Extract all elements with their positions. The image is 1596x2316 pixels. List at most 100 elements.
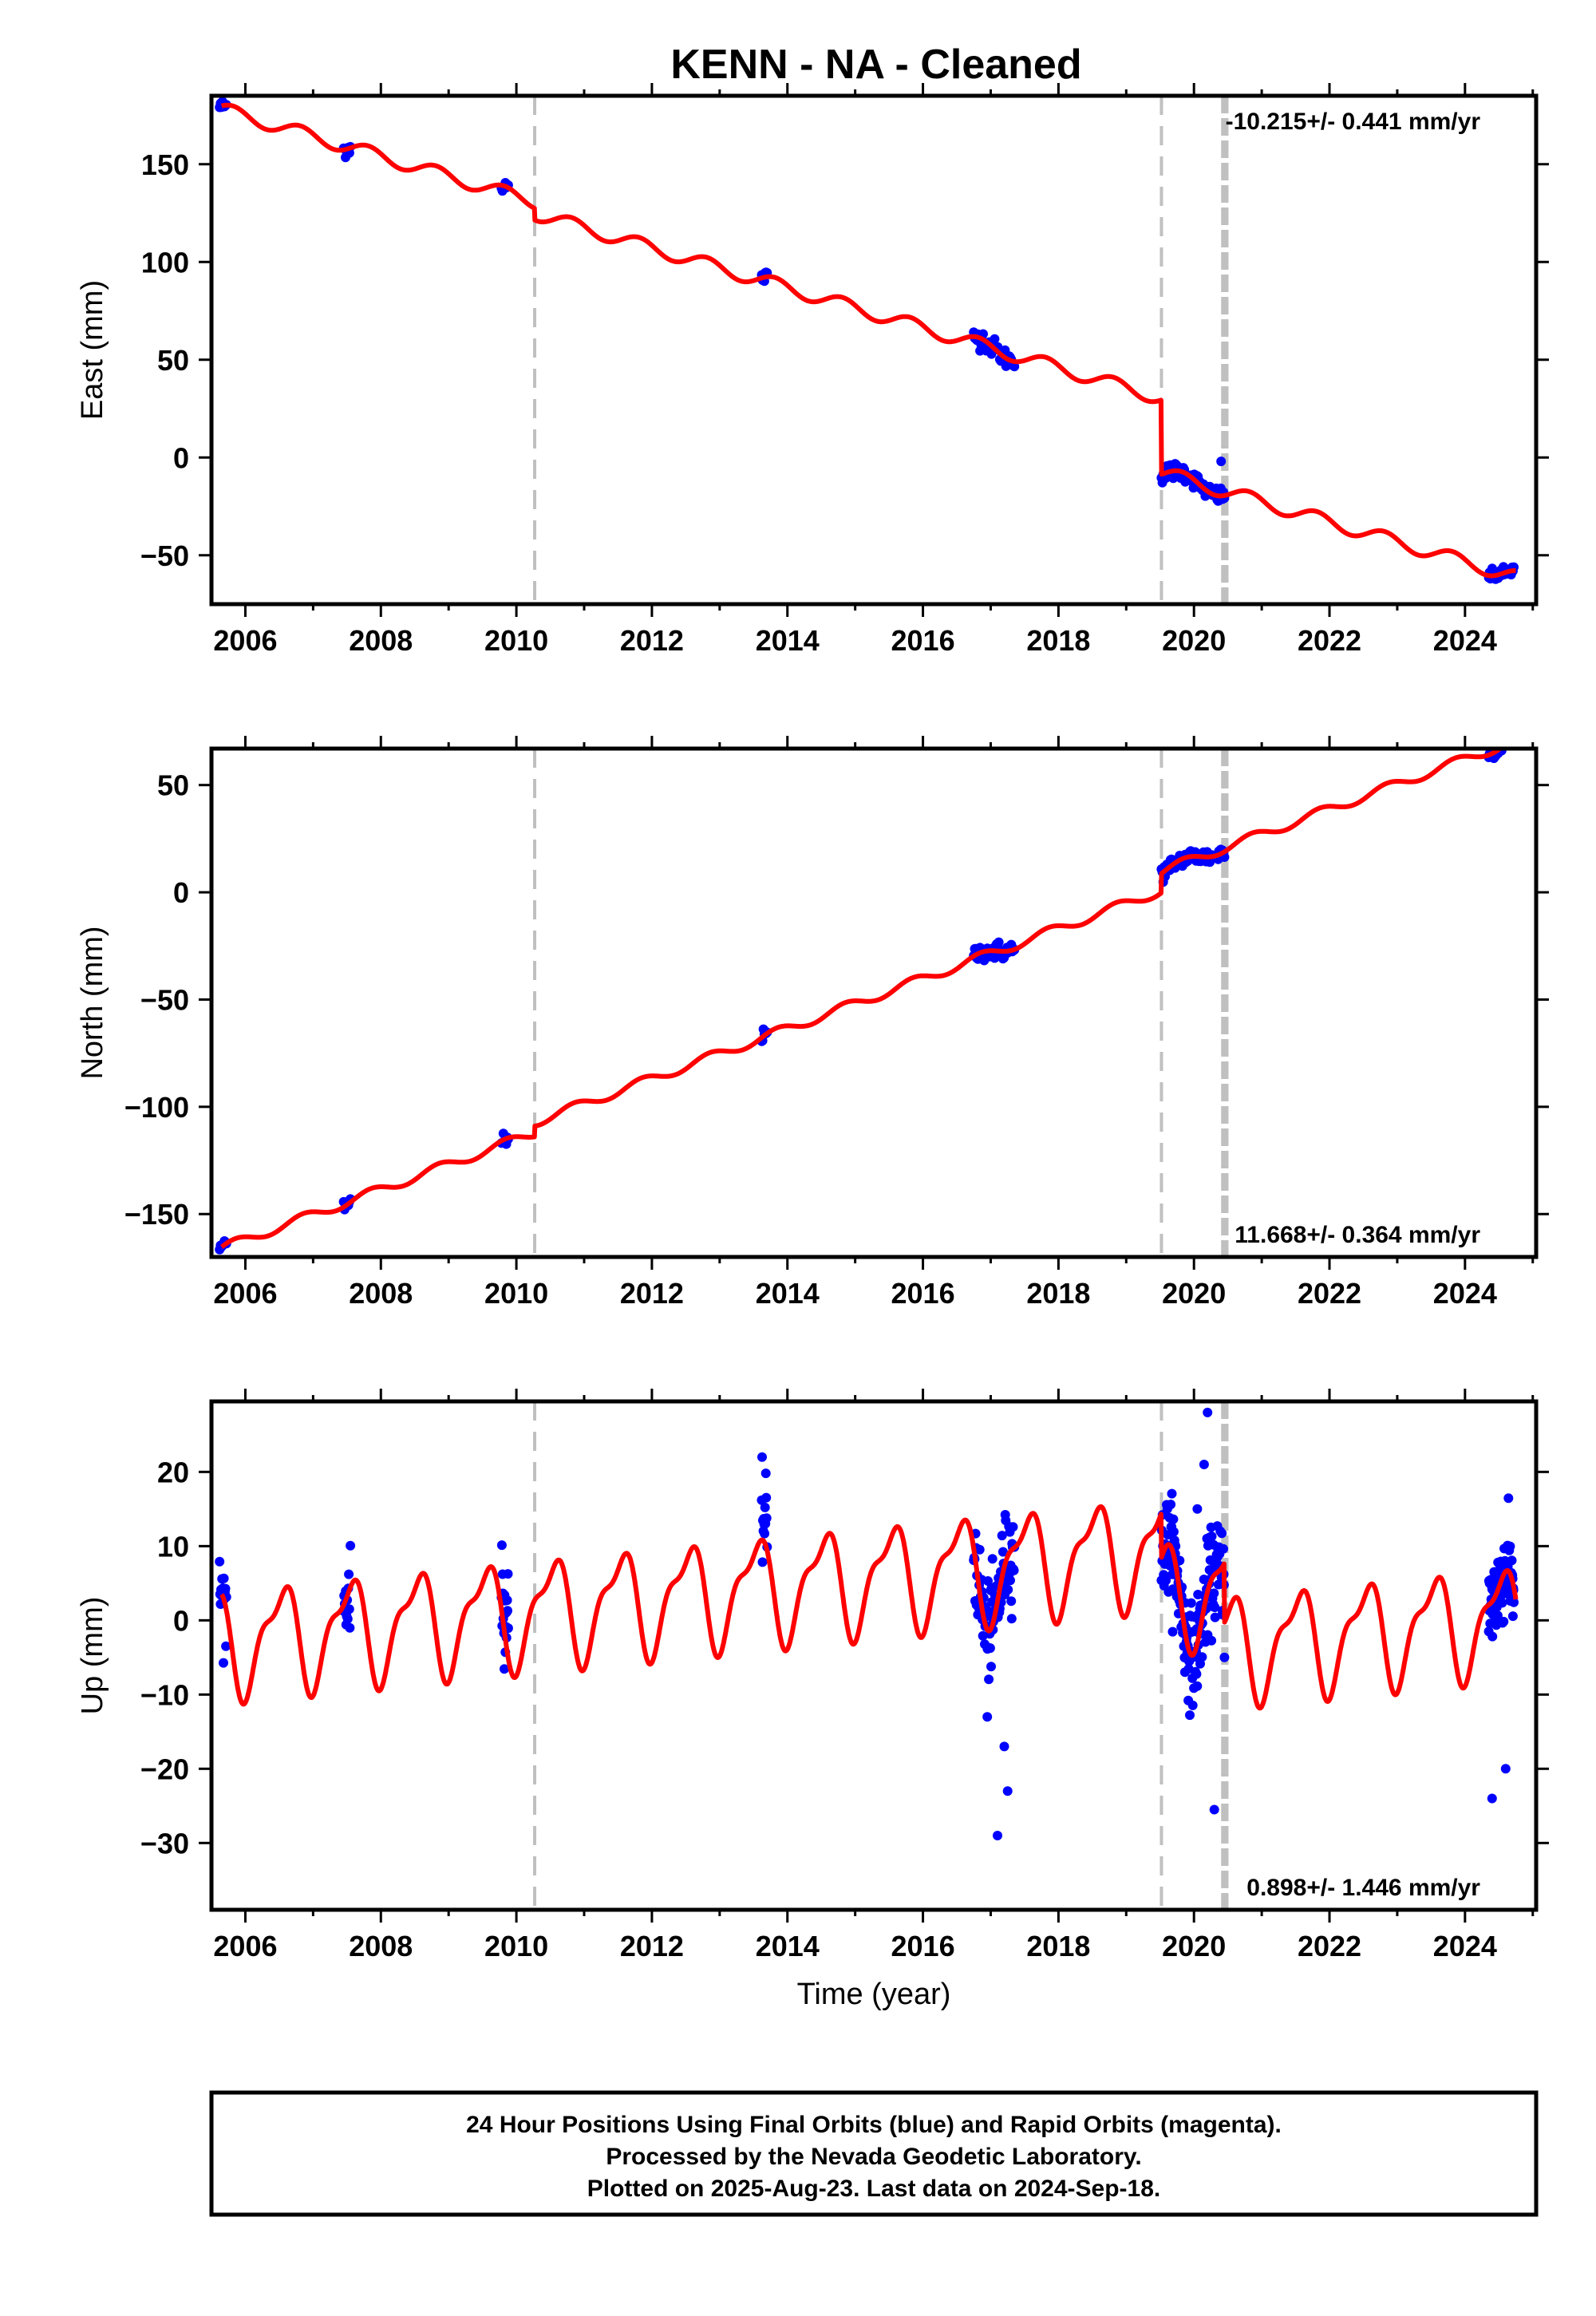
data-point-outlier [1192,1504,1203,1514]
data-point [219,1658,228,1668]
rate-label: -10.215+/- 0.441 mm/yr [1226,109,1481,135]
data-point [761,1513,772,1524]
data-point [761,1492,772,1503]
data-point [342,1614,353,1624]
y-tick-label: 0 [173,876,189,909]
data-point [757,1452,767,1462]
data-point [1186,1598,1196,1608]
x-tick-label: 2022 [1298,624,1361,657]
x-tick-label: 2020 [1162,1277,1226,1310]
x-tick-label: 2014 [756,1930,820,1962]
panel-up: 2006 2008 2010 2012 2014 2016 2018 2020 2022 2024… [76,1389,1549,2011]
data-point [1161,1575,1171,1586]
data-point [985,1643,995,1654]
data-point [757,1557,768,1567]
y-tick-label: 150 [141,148,189,181]
data-point [1167,1626,1178,1637]
x-tick-label: 2024 [1433,1277,1497,1310]
data-point [1507,1555,1517,1566]
data-point [220,1583,231,1594]
data-point [1009,362,1020,372]
data-point [1003,1584,1013,1595]
y-tick-label: 0 [173,441,189,474]
data-point-outlier [1203,1407,1213,1417]
x-tick-label: 2014 [756,1277,820,1310]
y-tick-label: 0 [173,1604,189,1637]
x-tick-label: 2006 [213,1930,277,1962]
data-point [1506,737,1515,747]
data-point [344,1569,354,1579]
data-point-outlier [999,1741,1009,1752]
data-point [1207,1531,1217,1542]
data-points [215,733,1517,1255]
data-point [503,1606,512,1616]
data-point [1009,1565,1019,1575]
data-points [215,1407,1519,1840]
x-tick-label: 2018 [1026,1930,1090,1962]
data-point [760,1468,771,1479]
data-point [997,1531,1007,1541]
data-point [984,1674,994,1685]
data-point [1006,1614,1017,1624]
x-tick-label: 2006 [213,1277,277,1310]
data-point [986,1662,996,1672]
x-tick-label: 2016 [891,1930,955,1962]
data-point [1192,1681,1203,1691]
x-tick-label: 2016 [891,624,955,657]
data-point [1507,736,1517,745]
data-point-outlier [982,1712,993,1722]
plot-frame [209,93,1539,607]
data-point [1504,733,1514,743]
rate-label: 0.898+/- 1.446 mm/yr [1246,1875,1480,1901]
data-point [1487,1631,1498,1642]
x-tick-label: 2016 [891,1277,955,1310]
data-point [1207,1635,1217,1646]
data-point [1503,734,1512,744]
data-point-outlier [1487,1793,1497,1804]
rate-label: 11.668+/- 0.364 mm/yr [1235,1222,1480,1248]
x-tick-label: 2012 [620,624,684,657]
panel-east: 2006 2008 2010 2012 2014 2016 2018 2020 2022 2024… [76,83,1549,657]
data-point [1168,1514,1179,1524]
data-point [215,1556,225,1567]
x-tick-label: 2014 [756,624,820,657]
y-tick-label: −100 [124,1091,189,1124]
y-tick-label: −150 [124,1198,189,1231]
x-tick-label: 2024 [1433,1930,1497,1962]
y-axis-label: Up (mm) [76,1597,109,1715]
x-tick-label: 2008 [349,1930,413,1962]
x-tick-label: 2012 [620,1277,684,1310]
model-curve [219,1504,1519,1711]
model-curve [219,749,1504,1249]
model-curve [219,102,1518,579]
data-point [1197,1652,1207,1662]
data-point [760,1502,770,1512]
footer-box: 24 Hour Positions Using Final Orbits (bl… [209,2090,1539,2217]
data-point-outlier [993,1831,1002,1840]
data-point [345,1622,355,1633]
data-point [1497,1598,1507,1608]
x-tick-label: 2020 [1162,624,1226,657]
data-point [1210,1603,1220,1612]
data-point [503,1569,513,1579]
data-point [1492,1611,1503,1621]
data-point [219,1573,229,1583]
y-tick-label: −50 [140,539,189,572]
y-tick-label: 50 [157,344,189,377]
data-point [1006,1596,1017,1607]
data-point [760,1528,770,1539]
data-point [1505,1541,1515,1551]
data-point [1209,1588,1219,1599]
data-point [1008,1522,1018,1532]
data-point [1509,1597,1519,1607]
data-point [1505,737,1515,746]
data-point [1191,1669,1202,1679]
data-point [1005,1575,1015,1586]
data-point [1507,735,1516,745]
x-tick-label: 2010 [484,1930,548,1962]
y-tick-label: −30 [140,1827,189,1860]
data-point [974,1544,985,1555]
data-point-outlier [1209,1804,1219,1815]
data-point-outlier [1002,1786,1013,1796]
